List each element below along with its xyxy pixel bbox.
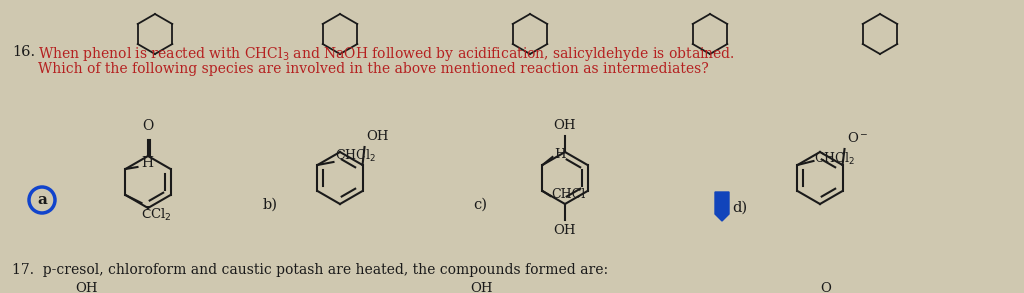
Text: c): c): [473, 198, 487, 212]
Text: When phenol is reacted with CHCl$_3$ and NaOH followed by acidification, salicyl: When phenol is reacted with CHCl$_3$ and…: [38, 45, 735, 63]
Text: CHCl$_2$: CHCl$_2$: [336, 148, 376, 164]
Text: 16.: 16.: [12, 45, 35, 59]
Text: H: H: [141, 156, 154, 170]
Text: OH: OH: [470, 282, 493, 293]
Text: O: O: [142, 119, 154, 133]
Text: b): b): [263, 198, 278, 212]
Text: a: a: [37, 193, 47, 207]
Text: 17.  p-cresol, chloroform and caustic potash are heated, the compounds formed ar: 17. p-cresol, chloroform and caustic pot…: [12, 263, 608, 277]
Text: CHCl$_2$: CHCl$_2$: [814, 151, 855, 167]
Polygon shape: [715, 192, 729, 221]
Text: CHCl: CHCl: [552, 188, 586, 202]
Text: O: O: [820, 282, 830, 293]
Text: OH: OH: [554, 224, 577, 237]
Text: d): d): [732, 201, 748, 215]
Text: OH: OH: [75, 282, 97, 293]
Text: Which of the following species are involved in the above mentioned reaction as i: Which of the following species are invol…: [38, 62, 709, 76]
Text: O$^-$: O$^-$: [847, 131, 868, 145]
Text: $\bar{\mathrm{C}}$Cl$_2$: $\bar{\mathrm{C}}$Cl$_2$: [141, 205, 172, 223]
Text: H: H: [554, 149, 566, 161]
Text: OH: OH: [554, 119, 577, 132]
Text: OH: OH: [367, 130, 389, 143]
